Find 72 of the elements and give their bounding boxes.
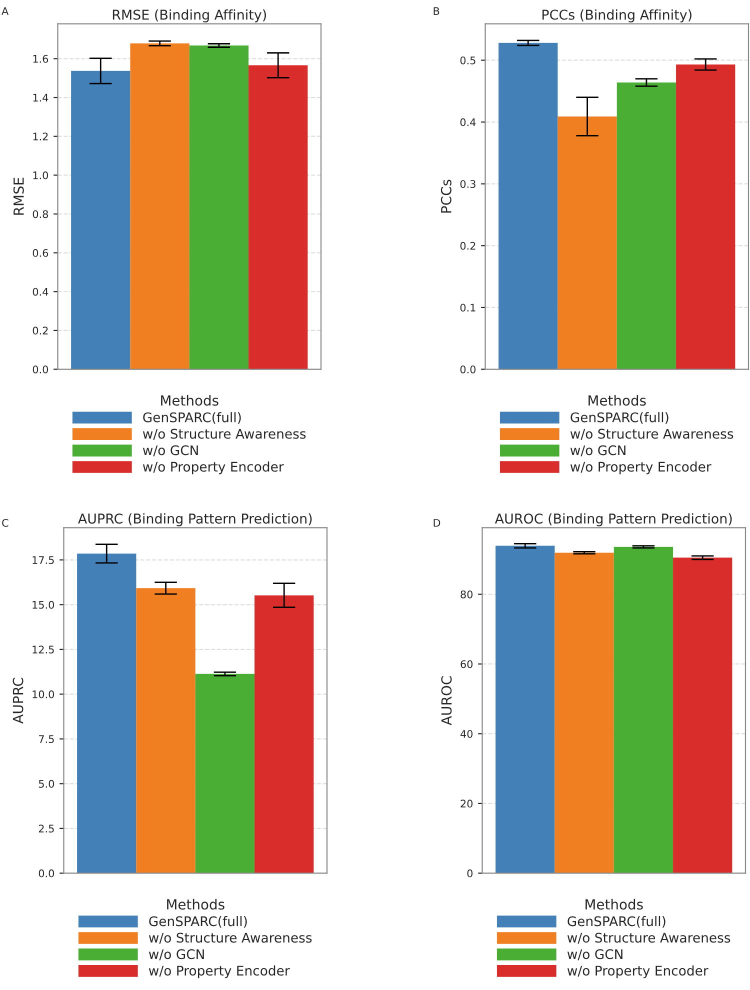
y-tick-label: 0.2 — [460, 242, 476, 250]
text: C — [2, 518, 8, 527]
bar — [77, 554, 136, 874]
y-tick-label: 0.0 — [32, 365, 48, 374]
legend-label: w/o Structure Awareness — [148, 932, 312, 944]
bar — [676, 64, 736, 370]
legend-label: w/o Property Encoder — [142, 462, 284, 474]
legend-label: w/o GCN — [570, 445, 626, 456]
y-tick-label: 1.6 — [33, 54, 48, 63]
legend-label: w/o Property Encoder — [567, 965, 708, 978]
y-tick-label: 20 — [460, 800, 473, 808]
y-tick-label: 80 — [460, 590, 473, 598]
y-tick-label: 40 — [460, 730, 473, 738]
bar — [558, 116, 617, 370]
y-tick-label: 0.5 — [460, 56, 476, 64]
bar — [195, 674, 255, 874]
y-tick-label: 15.0 — [32, 600, 54, 609]
legend-title: Methods — [586, 898, 643, 910]
legend-title: Methods — [167, 898, 224, 910]
y-tick-label: 7.5 — [39, 735, 54, 744]
y-tick-label: 1.0 — [33, 171, 48, 180]
y-tick-label: 0.8 — [32, 210, 48, 218]
chart-title: AUPRC (Binding Pattern Prediction) — [78, 513, 312, 526]
legend-title: Methods — [161, 394, 218, 406]
y-tick-label: 2.5 — [38, 824, 54, 833]
bar — [248, 65, 308, 370]
y-tick-label: 0.4 — [32, 288, 48, 296]
text: A — [2, 7, 9, 15]
y-axis-title: AUROC — [441, 676, 452, 726]
y-tick-label: 0.2 — [32, 326, 48, 335]
legend-title: Methods — [588, 394, 646, 406]
legend-label: w/o Property Encoder — [570, 462, 712, 474]
y-axis-title: AUPRC — [12, 678, 24, 724]
y-tick-label: 10.0 — [32, 690, 54, 698]
legend-label: w/o GCN — [567, 949, 622, 960]
bar — [130, 43, 190, 370]
legend-label: w/o GCN — [142, 445, 198, 456]
chart-title: AUROC (Binding Pattern Prediction) — [494, 513, 732, 526]
bar — [136, 588, 196, 874]
y-tick-label: 0.0 — [460, 365, 476, 374]
legend-label: GenSPARC(full) — [149, 916, 247, 928]
legend-label: w/o Structure Awareness — [570, 428, 734, 440]
bar — [254, 595, 314, 874]
y-tick-label: 17.5 — [32, 556, 54, 564]
y-axis-title: PCCs — [440, 180, 452, 213]
chart-title: RMSE (Binding Affinity) — [112, 9, 266, 22]
chart-title: PCCs (Binding Affinity) — [542, 9, 692, 22]
bar — [71, 70, 130, 370]
y-tick-label: 1.2 — [33, 132, 48, 140]
y-tick-label: 0 — [467, 869, 473, 878]
y-tick-label: 1.4 — [33, 94, 48, 102]
y-axis-title: RMSE — [13, 178, 24, 215]
legend-label: GenSPARC(full) — [570, 412, 668, 424]
legend-label: GenSPARC(full) — [143, 412, 241, 424]
y-tick-label: 0.4 — [460, 118, 476, 126]
legend-label: w/o Structure Awareness — [567, 932, 730, 944]
y-tick-label: 0.0 — [38, 869, 54, 878]
y-tick-label: 5.0 — [38, 780, 54, 788]
y-tick-label: 0.1 — [460, 304, 476, 312]
text: D — [434, 519, 440, 527]
text: B — [434, 7, 440, 15]
legend-label: GenSPARC(full) — [568, 916, 666, 928]
y-tick-label: 0.3 — [460, 180, 476, 188]
y-tick-label: 0.6 — [32, 249, 48, 257]
legend-label: w/o Structure Awareness — [142, 428, 306, 440]
bar — [498, 42, 558, 370]
bar — [616, 82, 676, 370]
y-tick-label: 60 — [460, 660, 473, 668]
legend-label: w/o Property Encoder — [148, 965, 290, 978]
y-tick-label: 12.5 — [32, 646, 54, 654]
bar — [189, 46, 249, 370]
legend-label: w/o GCN — [148, 949, 204, 960]
